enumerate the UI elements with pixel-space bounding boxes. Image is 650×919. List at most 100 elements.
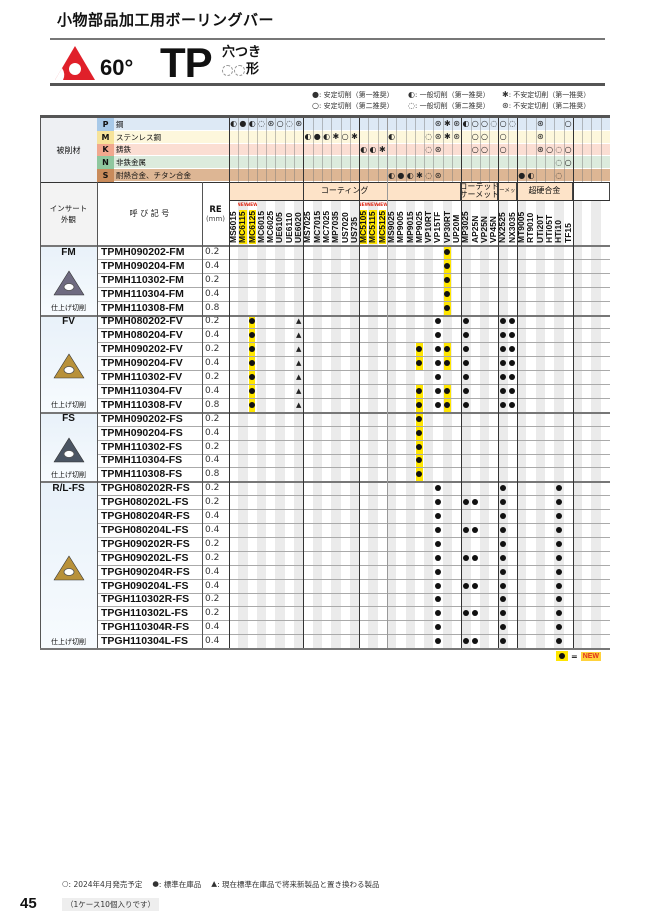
row-line — [97, 467, 610, 469]
dot-icon — [500, 318, 507, 325]
row-line — [97, 397, 610, 399]
row-line — [97, 550, 610, 552]
table-row-code: TPMH110302-FV — [101, 371, 183, 384]
dot-icon — [416, 457, 423, 464]
shape-suffix: 形 — [246, 62, 260, 77]
new-highlight — [239, 210, 247, 244]
dot-icon — [416, 415, 423, 422]
table-row-code: TPMH110302-FM — [101, 273, 184, 286]
dot-icon — [249, 387, 256, 394]
unstable-second-icon: ⊛ — [502, 101, 509, 110]
mark-mp3025 — [461, 398, 470, 412]
column-header-vp25n: VP25N — [479, 216, 490, 243]
column-line — [442, 118, 444, 182]
table-row-re: 0.8 — [205, 469, 220, 480]
dot-icon — [500, 568, 507, 575]
column-header-up20m: UP20M — [452, 214, 462, 243]
dot-icon — [472, 638, 479, 645]
column-header-ms7025: MS7025 — [303, 211, 313, 243]
column-header-ue6105: UE6105 — [275, 212, 285, 243]
insert-cell-fm: FM 仕上げ切削 — [40, 245, 97, 315]
mark-vp30rt — [443, 287, 452, 301]
table-row-code: TPGH080204R-FS — [101, 510, 190, 523]
column-line — [544, 118, 546, 182]
mark-nx3035 — [508, 328, 517, 342]
dot-icon — [416, 429, 423, 436]
dot-icon — [462, 318, 469, 325]
triangle-icon: ▲ — [295, 400, 302, 409]
stable-second-icon: ○ — [546, 144, 554, 154]
legend-text: : 一般切削（第一推奨） — [414, 91, 490, 99]
row-line — [97, 523, 610, 524]
unstable-second-icon: ⊛ — [434, 170, 442, 180]
grade-divider — [498, 118, 500, 649]
column-header-mp3025: MP3025 — [461, 211, 471, 243]
table-row-code: TPMH110304-FM — [101, 287, 184, 300]
column-header-mc6125: MC6125 — [247, 210, 257, 243]
mark-mp3025 — [461, 315, 470, 329]
column-header-nx3035: NX3035 — [507, 212, 517, 243]
general-first-icon: ◐ — [408, 90, 415, 99]
column-line — [582, 118, 584, 182]
column-stripe — [479, 200, 490, 649]
general-first-icon: ◐ — [388, 132, 396, 142]
mark-mc6125 — [248, 398, 257, 412]
angle-label: 60° — [100, 55, 134, 80]
column-header-nx2525: NX2525 — [498, 212, 508, 243]
column-header-mp9015: MP9015 — [405, 211, 415, 243]
column-header-us735: US735 — [349, 217, 359, 243]
footer-note-text: : 2024年4月発売予定 — [68, 880, 143, 889]
dot-icon — [416, 401, 423, 408]
new-badge: NEW — [238, 203, 248, 208]
dot-icon — [435, 374, 442, 381]
material-code: P — [97, 118, 114, 131]
general-first-icon: ◐ — [388, 170, 396, 180]
general-second-icon: ◌ — [555, 157, 563, 167]
row-line — [97, 620, 610, 622]
mark-mp9025 — [415, 426, 424, 440]
table-row-code: TPGH090204R-FS — [101, 565, 190, 578]
column-stripe — [554, 200, 564, 649]
insert-usage: 仕上げ切削 — [51, 470, 86, 479]
shape-code: TP — [160, 39, 213, 86]
column-stripe — [442, 200, 452, 649]
column-stripe — [498, 200, 508, 649]
table-row-re: 0.2 — [205, 538, 220, 549]
table-row-code: TPGH110302L-FS — [101, 607, 188, 620]
table-row-re: 0.2 — [205, 552, 220, 563]
stable-second-icon: ○ — [499, 144, 507, 154]
mark-mp3025 — [461, 551, 470, 565]
mark-vp15tf — [433, 634, 442, 648]
unstable-second-icon: ⊛ — [453, 119, 460, 129]
mark-mc6125 — [248, 384, 257, 398]
dot-icon — [555, 540, 562, 547]
material-name: 鋳鉄 — [116, 145, 131, 155]
mark-nx3035 — [508, 342, 517, 356]
column-line — [554, 118, 556, 182]
table-row-code: TPGH080202R-FS — [101, 482, 190, 495]
mark-ue6020: ▲ — [294, 384, 303, 398]
grade-divider — [386, 118, 388, 649]
mark-ue6020: ▲ — [294, 315, 303, 329]
legend-item: ◐: 一般切削（第一推奨） — [408, 90, 490, 100]
case-note: （1ケース10個入りです） — [62, 898, 159, 911]
row-line — [97, 592, 610, 594]
general-first-icon: ◐ — [406, 170, 414, 180]
mark-ue6020: ▲ — [294, 342, 303, 356]
column-line — [340, 118, 342, 182]
mark-ap25n — [471, 634, 480, 648]
column-header-hti10: HTi10 — [554, 220, 564, 243]
stable-first-icon: ● — [518, 170, 526, 180]
dot-icon — [462, 582, 469, 589]
column-line — [405, 118, 407, 182]
table-row-re: 0.4 — [205, 580, 220, 591]
table-row-re: 0.4 — [205, 511, 220, 522]
dot-icon — [555, 582, 562, 589]
row-line — [97, 258, 610, 260]
mark-nx2525 — [498, 565, 507, 579]
column-line — [284, 118, 286, 182]
mark-nx3035 — [508, 398, 517, 412]
general-first-icon: ◐ — [527, 170, 535, 180]
row-line — [97, 564, 610, 566]
dot-icon — [555, 596, 562, 603]
